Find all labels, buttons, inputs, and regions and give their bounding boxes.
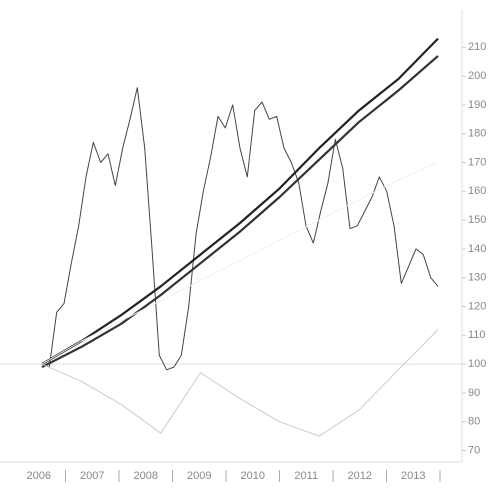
y-tick-label: 150 xyxy=(468,214,486,226)
x-tick-label: 2008 xyxy=(134,470,158,482)
y-tick-label: 190 xyxy=(468,99,486,111)
x-tick-label: 2006 xyxy=(27,470,51,482)
series-line xyxy=(41,329,439,437)
y-tick-label: 180 xyxy=(468,128,486,140)
series-line xyxy=(41,55,439,368)
y-tick-label: 200 xyxy=(468,70,486,82)
x-tick-label: 2009 xyxy=(187,470,211,482)
y-tick-label: 170 xyxy=(468,156,486,168)
series-line xyxy=(41,37,439,366)
y-tick-label: 140 xyxy=(468,243,486,255)
series-line xyxy=(41,87,439,371)
y-tick-label: 110 xyxy=(468,329,486,341)
y-tick-label: 210 xyxy=(468,41,486,53)
y-tick-label: 100 xyxy=(468,358,486,370)
y-tick-label: 130 xyxy=(468,272,486,284)
x-tick-label: 2012 xyxy=(348,470,372,482)
y-tick-label: 160 xyxy=(468,185,486,197)
y-tick-label: 80 xyxy=(468,416,480,428)
x-tick-label: 2013 xyxy=(401,470,425,482)
y-tick-label: 120 xyxy=(468,300,486,312)
y-tick-label: 90 xyxy=(468,387,480,399)
y-tick-label: 70 xyxy=(468,444,480,456)
series-line xyxy=(41,162,439,365)
x-tick-label: 2011 xyxy=(294,470,318,482)
x-tick-label: 2007 xyxy=(80,470,104,482)
x-tick-label: 2010 xyxy=(241,470,265,482)
